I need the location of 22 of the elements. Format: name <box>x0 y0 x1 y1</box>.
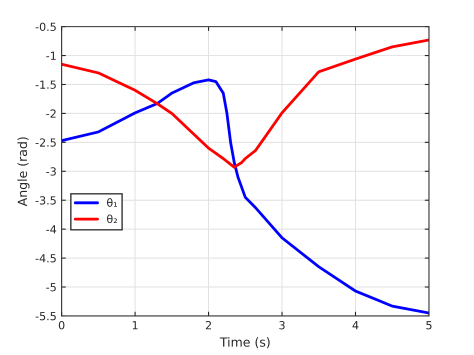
y-tick-label: -5 <box>46 283 56 292</box>
y-tick-label: -3.5 <box>36 196 56 205</box>
y-tick-label: -0.5 <box>36 22 56 32</box>
y-tick-label: -3 <box>46 167 56 176</box>
x-tick-label: 3 <box>279 321 285 330</box>
y-tick-label: -5.5 <box>36 312 56 320</box>
y-tick-label: -1.5 <box>36 80 56 89</box>
x-tick-label: 5 <box>426 321 432 330</box>
x-tick-label: 1 <box>132 321 138 330</box>
x-tick-label: 0 <box>58 321 64 330</box>
x-tick-label: 2 <box>206 321 211 330</box>
x-axis-title: Time (s) <box>220 337 270 348</box>
line-series <box>62 38 429 169</box>
legend-label: θ₂ <box>107 214 117 224</box>
legend-label: θ₁ <box>107 198 118 207</box>
x-tick-label: 4 <box>352 321 358 330</box>
y-tick-label: -2.5 <box>36 138 56 147</box>
y-tick-label: -4.5 <box>36 254 56 262</box>
y-tick-label: -4 <box>46 225 56 234</box>
y-tick-label: -1 <box>46 52 56 60</box>
y-tick-label: -2 <box>46 109 56 118</box>
y-axis-title: Angle (rad) <box>17 137 30 206</box>
